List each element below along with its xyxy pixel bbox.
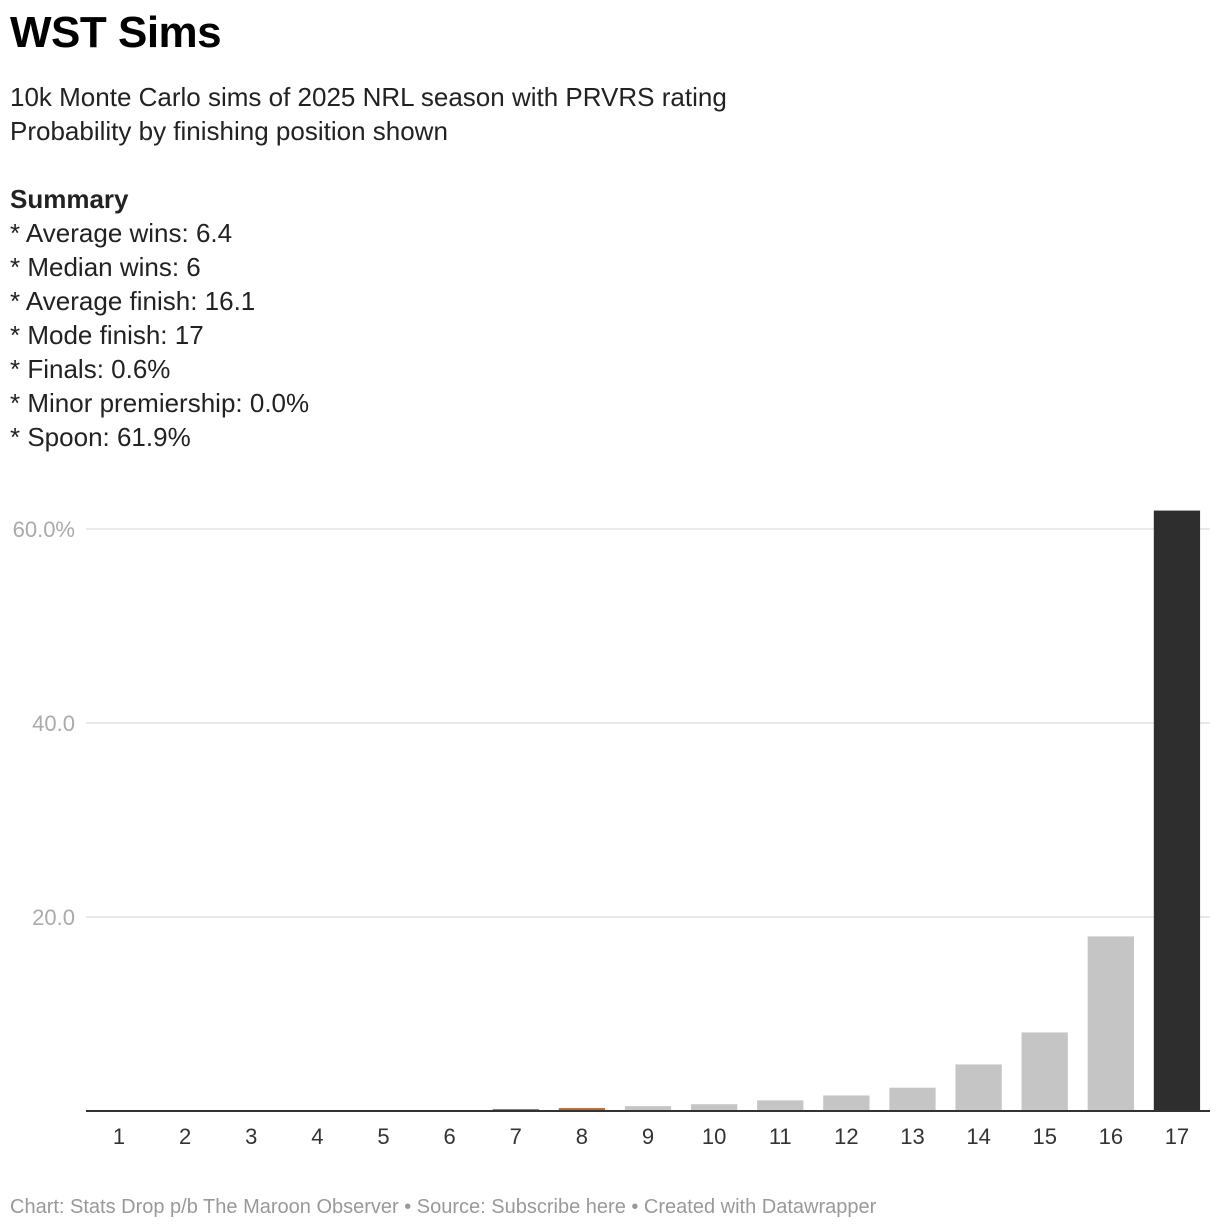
chart-footer: Chart: Stats Drop p/b The Maroon Observe… [10, 1196, 877, 1218]
x-tick-label: 3 [245, 1124, 257, 1149]
subtitle-line-1: 10k Monte Carlo sims of 2025 NRL season … [10, 82, 727, 112]
bar-position-11 [757, 1100, 804, 1111]
summary-median-wins: * Median wins: 6 [10, 252, 201, 282]
chart-description: 10k Monte Carlo sims of 2025 NRL season … [10, 80, 1200, 454]
x-tick-label: 13 [900, 1124, 924, 1149]
x-tick-label: 12 [834, 1124, 858, 1149]
gridlines [86, 528, 1210, 918]
bar-position-15 [1021, 1032, 1068, 1111]
y-tick-label: 20.0 [32, 905, 75, 930]
bar-position-9 [624, 1106, 672, 1111]
x-tick-label: 6 [444, 1124, 456, 1149]
summary-spoon: * Spoon: 61.9% [10, 422, 191, 452]
x-tick-label: 11 [769, 1124, 792, 1149]
y-axis-ticks: 20.0 40.0 60.0% [13, 517, 75, 930]
bar-chart: 20.040.060.0% 1 2 3 4 5 6 7 8 9 10 11 12 13 14 15 16 17 [13, 510, 1210, 1149]
summary-minor-premiership: * Minor premiership: 0.0% [10, 388, 310, 418]
summary-average-wins: * Average wins: 6.4 [10, 218, 233, 248]
bar-position-12 [823, 1095, 870, 1111]
x-tick-label: 5 [377, 1124, 389, 1149]
y-tick-label: 60.0% [13, 517, 75, 542]
bar-position-16 [1087, 936, 1134, 1111]
summary-finals: * Finals: 0.6% [10, 354, 171, 384]
x-tick-label: 4 [311, 1124, 323, 1149]
x-axis-ticks: 1 2 3 4 5 6 7 8 9 10 11 12 13 14 15 16 17 [113, 1124, 1189, 1149]
x-tick-label: 17 [1165, 1124, 1189, 1149]
bar-position-10 [690, 1104, 738, 1111]
bars [492, 510, 1201, 1111]
subtitle-line-2: Probability by finishing position shown [10, 116, 448, 146]
summary-heading: Summary [10, 184, 129, 214]
subtitle-spacer [10, 148, 1200, 182]
bar-position-13 [889, 1087, 936, 1111]
x-tick-label: 16 [1099, 1124, 1123, 1149]
x-tick-label: 8 [576, 1124, 588, 1149]
x-tick-label: 2 [179, 1124, 191, 1149]
x-tick-label: 7 [510, 1124, 522, 1149]
x-tick-label: 1 [113, 1124, 125, 1149]
y-tick-label: 40.0 [32, 711, 75, 736]
bar-position-17 [1153, 510, 1201, 1111]
x-tick-label: 15 [1032, 1124, 1056, 1149]
x-tick-label: 9 [642, 1124, 654, 1149]
bar-position-14 [955, 1064, 1002, 1111]
x-tick-label: 10 [702, 1124, 726, 1149]
bar-position-8 [558, 1108, 606, 1111]
summary-mode-finish: * Mode finish: 17 [10, 320, 204, 350]
summary-average-finish: * Average finish: 16.1 [10, 286, 256, 316]
x-tick-label: 14 [966, 1124, 990, 1149]
chart-title: WST Sims [10, 8, 222, 57]
